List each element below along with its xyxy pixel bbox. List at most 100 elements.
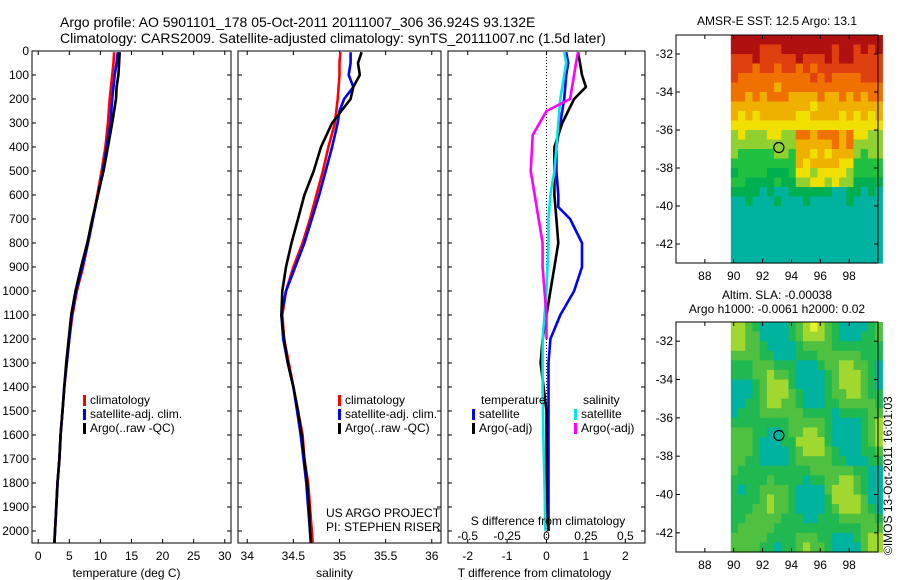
map-cell [817,446,826,457]
map-cell [759,523,768,534]
map-cell [853,101,862,112]
map-cell [802,532,811,544]
map-cell [846,456,855,467]
map-cell [788,158,797,169]
x-tick-label: 2 [622,549,629,563]
map-cell [875,360,883,371]
map-cell [788,523,797,534]
map-cell [867,360,876,371]
map-cell [745,456,754,467]
map-cell [788,360,797,371]
map-cell [738,196,746,207]
map-cell [824,446,833,457]
map-cell [839,44,847,55]
map-cell [860,360,869,371]
map-cell [766,101,775,112]
legend-swatch [83,395,86,406]
map-cell [831,350,840,361]
map-cell [788,494,797,505]
map-cell [846,542,855,553]
map-cell [802,408,811,419]
map-cell [839,350,847,361]
header-line-2: Climatology: CARS2009. Satellite-adjuste… [60,30,606,46]
map-cell [802,437,811,448]
map-cell [745,73,754,84]
map-cell [774,158,782,169]
map-cell [846,369,855,381]
map-cell [867,149,876,160]
map-cell [875,35,883,46]
map-cell [860,253,869,264]
map-cell [867,369,876,381]
map-cell [810,215,818,226]
map-cell [738,350,746,361]
map-cell [817,168,826,179]
map-cell [839,92,847,103]
map-cell [839,82,847,93]
map-cell [781,139,790,150]
map-cell [738,82,746,93]
y-tick-label: 600 [9,188,29,202]
map-cell [774,44,782,55]
map-cell [810,225,818,236]
map-cell [853,437,862,448]
map-cell [795,446,804,457]
map-cell [795,427,804,438]
map-cell [788,437,797,448]
y-tick-label: 100 [9,68,29,82]
x-tick-label: 94 [785,558,799,572]
map-cell [802,465,811,476]
map-cell [810,44,818,55]
map-cell [817,82,826,93]
map-cell [738,139,746,150]
map-cell [774,369,782,381]
map-cell [752,54,761,65]
map-cell [738,494,746,505]
map-cell [817,196,826,207]
map-cell [781,398,790,409]
x-tick-label: 88 [698,558,712,572]
map-cell [788,101,797,112]
map-cell [730,379,739,390]
map-cell [795,523,804,534]
y-tick-label: 1600 [2,428,29,442]
map-cell [759,398,768,409]
map-cell [839,523,847,534]
map-cell [745,177,754,188]
map-cell [766,322,775,333]
map-cell [781,369,790,381]
map-cell [738,331,746,342]
map-cell [810,408,818,419]
map-cell [867,139,876,150]
map-cell [810,82,818,93]
map-cell [745,350,754,361]
map-cell [860,379,869,390]
map-cell [860,331,869,342]
map-cell [752,494,761,505]
series-line-1 [539,51,588,532]
map-cell [875,73,883,84]
map-cell [867,456,876,467]
y-tick-label: 500 [9,164,29,178]
temperature-panel: 0100200300400500600700800900100011001200… [2,44,231,580]
map-cell [810,111,818,122]
map-cell [745,427,754,438]
map-cell [802,168,811,179]
map-title: AMSR-E SST: 12.5 Argo: 13.1 [697,14,857,28]
map-cell [853,322,862,333]
map-cell [810,73,818,84]
y-tick-label: 200 [9,92,29,106]
map-cell [795,244,804,255]
map-cell [824,465,833,476]
map-cell [853,54,862,65]
map-cell [788,408,797,419]
map-cell [774,73,782,84]
map-cell [802,398,811,409]
map-cell [745,111,754,122]
map-cell [795,341,804,352]
map-title: Altim. SLA: -0.00038 [722,288,832,302]
map-cell [802,427,811,438]
map-cell [867,120,876,131]
map-cell [860,427,869,438]
map-cell [766,360,775,371]
